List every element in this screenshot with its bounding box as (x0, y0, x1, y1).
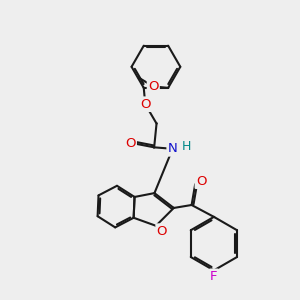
Text: H: H (182, 140, 191, 153)
Text: O: O (157, 225, 167, 238)
Text: O: O (196, 175, 206, 188)
Text: N: N (168, 142, 178, 155)
Text: O: O (125, 137, 136, 150)
Text: O: O (148, 80, 158, 93)
Text: O: O (140, 98, 151, 111)
Text: F: F (210, 270, 218, 283)
Text: methoxy: methoxy (141, 82, 147, 83)
